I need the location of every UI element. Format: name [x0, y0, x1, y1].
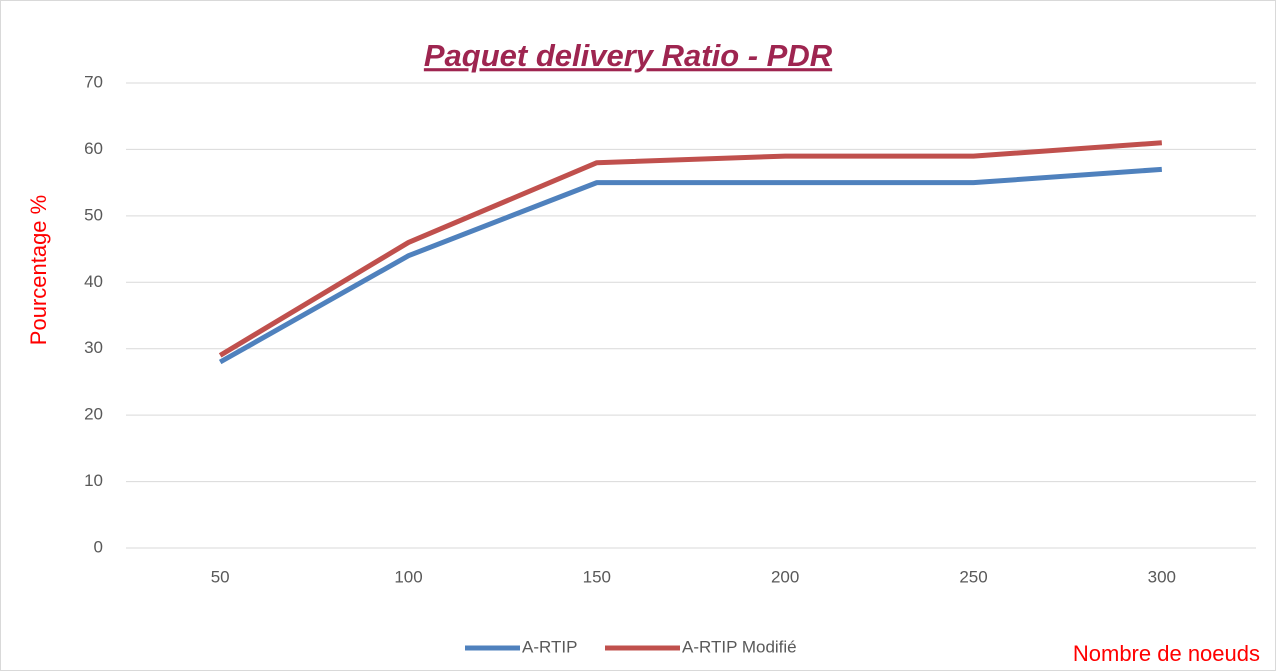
legend-label: A-RTIP: [522, 637, 577, 656]
x-tick-label: 300: [1148, 567, 1176, 586]
y-tick-label: 70: [84, 72, 103, 91]
series-line: [218, 166, 1163, 365]
y-tick-label: 0: [94, 537, 103, 556]
x-tick-label: 250: [959, 567, 987, 586]
x-axis-label: Nombre de noeuds: [1073, 641, 1260, 666]
series-line: [218, 140, 1163, 358]
x-tick-label: 200: [771, 567, 799, 586]
y-tick-label: 60: [84, 139, 103, 158]
y-tick-label: 10: [84, 471, 103, 490]
y-tick-label: 40: [84, 272, 103, 291]
x-tick-label: 100: [394, 567, 422, 586]
y-tick-label: 50: [84, 205, 103, 224]
y-axis-label: Pourcentage %: [26, 195, 51, 345]
y-tick-label: 30: [84, 338, 103, 357]
legend-label: A-RTIP Modifié: [682, 637, 797, 656]
x-tick-label: 150: [583, 567, 611, 586]
chart-title: Paquet delivery Ratio - PDR: [424, 38, 833, 73]
y-tick-label: 20: [84, 405, 103, 424]
x-tick-label: 50: [211, 567, 230, 586]
